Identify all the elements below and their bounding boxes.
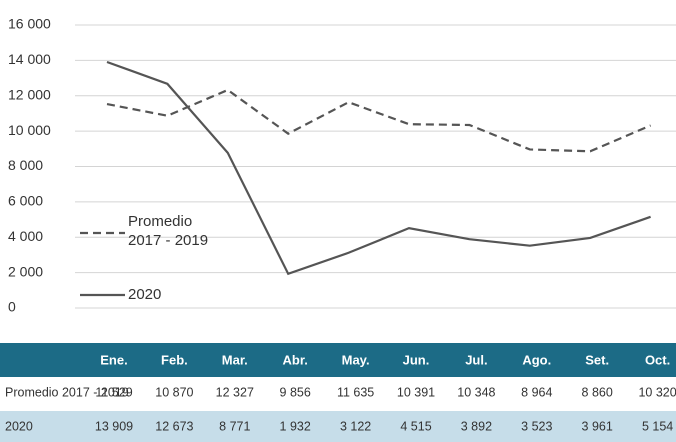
legend-label: 2020	[128, 286, 162, 303]
row-label: Promedio 2017 - 2019	[5, 385, 129, 399]
x-tick-label: Ago.	[522, 352, 551, 367]
y-tick-label: 2 000	[8, 263, 43, 279]
x-tick-label: Oct.	[645, 352, 670, 367]
row-label: 2020	[5, 419, 33, 433]
value-label: 5 154	[642, 419, 673, 433]
value-label: 3 961	[582, 419, 613, 433]
value-label: 8 860	[582, 385, 613, 399]
series-line	[106, 88, 652, 153]
value-label: 12 673	[155, 419, 193, 433]
y-tick-label: 14 000	[8, 51, 51, 67]
table-row-bg	[0, 411, 676, 442]
y-tick-label: 12 000	[8, 86, 51, 102]
x-tick-label: Ene.	[100, 352, 127, 367]
y-tick-label: 16 000	[8, 16, 51, 32]
value-label: 11 635	[337, 385, 374, 399]
y-tick-label: 4 000	[8, 228, 43, 244]
table-header	[0, 343, 676, 377]
value-label: 4 515	[400, 419, 431, 433]
y-tick-label: 6 000	[8, 193, 43, 209]
value-label: 3 523	[521, 419, 552, 433]
legend-label: Promedio 2017 - 2019	[128, 213, 209, 249]
value-label: 8 771	[219, 419, 250, 433]
value-label: 12 327	[216, 385, 254, 399]
series-line	[106, 60, 651, 276]
value-label: 10 320	[638, 385, 676, 399]
y-tick-label: 8 000	[8, 157, 43, 173]
value-label: 1 932	[280, 419, 311, 433]
x-tick-label: May.	[342, 352, 370, 367]
value-label: 10 348	[457, 385, 495, 399]
value-label: 9 856	[280, 385, 311, 399]
y-tick-label: 0	[8, 299, 16, 315]
x-tick-label: Feb.	[161, 352, 188, 367]
value-label: 13 909	[95, 419, 133, 433]
value-label: 10 391	[397, 385, 435, 399]
value-label: 11 529	[95, 385, 132, 399]
value-label: 10 870	[155, 385, 193, 399]
y-tick-label: 10 000	[8, 122, 51, 138]
x-tick-label: Mar.	[222, 352, 248, 367]
x-tick-label: Jul.	[465, 352, 487, 367]
value-label: 3 122	[340, 419, 371, 433]
value-label: 8 964	[521, 385, 552, 399]
x-tick-label: Jun.	[403, 352, 430, 367]
value-label: 3 892	[461, 419, 492, 433]
x-tick-label: Abr.	[283, 352, 308, 367]
x-tick-label: Set.	[585, 352, 609, 367]
